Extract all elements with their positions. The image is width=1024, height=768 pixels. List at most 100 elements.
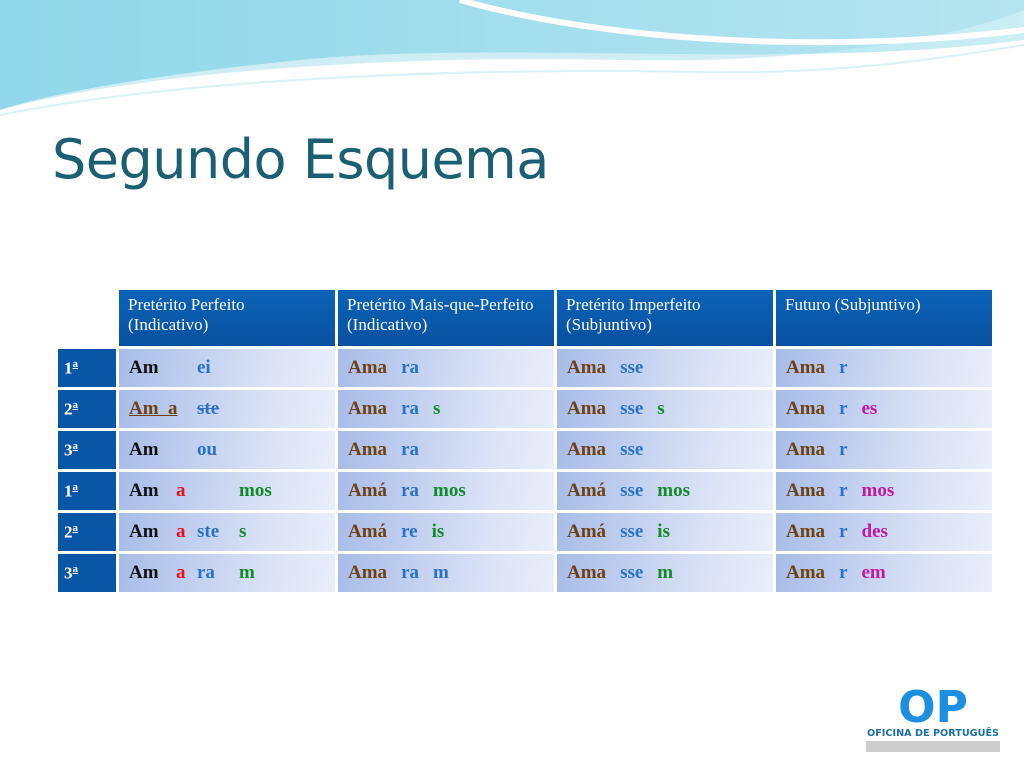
verb-segment: a bbox=[176, 562, 186, 583]
table-row: 3a Am ou Ama ra Ama sse Ama r bbox=[58, 431, 992, 469]
conjugation-cell: Amá sse mos bbox=[557, 472, 773, 510]
verb-segment: sse bbox=[620, 562, 644, 583]
conjugation-cell: Am a ste s bbox=[119, 513, 335, 551]
verb-segment: r bbox=[839, 439, 848, 460]
verb-segment: r bbox=[839, 480, 848, 501]
person-cell: 2a bbox=[58, 513, 116, 551]
verb-segment: sse bbox=[620, 480, 644, 501]
conjugation-cell: Ama r bbox=[776, 431, 992, 469]
verb-segment: Am bbox=[129, 439, 159, 460]
verb-segment: sse bbox=[620, 398, 644, 419]
verb-segment: Amá bbox=[348, 480, 388, 501]
verb-segment: m bbox=[433, 562, 449, 583]
verb-segment: sse bbox=[620, 521, 644, 542]
verb-segment: s bbox=[657, 398, 665, 419]
verb-segment: s bbox=[433, 398, 441, 419]
header-imperfeito-subjuntivo: Pretérito Imperfeito (Subjuntivo) bbox=[557, 290, 773, 346]
verb-segment: Ama bbox=[786, 480, 826, 501]
corner-cell bbox=[58, 290, 116, 346]
verb-segment: a bbox=[176, 480, 186, 501]
table-row: 3a Am a ra m Ama ra m Ama sse m Ama r em bbox=[58, 554, 992, 592]
verb-segment: Am bbox=[129, 562, 159, 583]
verb-segment: Ama bbox=[348, 357, 388, 378]
wave-decoration bbox=[0, 0, 1024, 116]
person-cell: 1a bbox=[58, 349, 116, 387]
verb-segment: Ama bbox=[567, 357, 607, 378]
person-number: 3 bbox=[64, 563, 73, 583]
conjugation-cell: Ama ra s bbox=[338, 390, 554, 428]
conjugation-cell: Ama r mos bbox=[776, 472, 992, 510]
verb-segment: ei bbox=[197, 357, 211, 378]
verb-segment: is bbox=[657, 521, 670, 542]
verb-segment: Ama bbox=[786, 562, 826, 583]
verb-segment: sse bbox=[620, 439, 644, 460]
verb-segment: m bbox=[657, 562, 674, 583]
conjugation-cell: Am ei bbox=[119, 349, 335, 387]
ordinal-mark: a bbox=[72, 480, 79, 493]
conjugation-cell: Ama sse m bbox=[557, 554, 773, 592]
table-row: 2a Am a ste Ama ra s Ama sse s Ama r es bbox=[58, 390, 992, 428]
ordinal-mark: a bbox=[72, 521, 79, 534]
verb-segment: mos bbox=[239, 480, 272, 501]
verb-segment: re bbox=[401, 521, 418, 542]
conjugation-cell: Ama r des bbox=[776, 513, 992, 551]
person-number: 2 bbox=[64, 522, 73, 542]
conjugation-cell: Am a ste bbox=[119, 390, 335, 428]
conjugation-cell: Amá re is bbox=[338, 513, 554, 551]
verb-segment: des bbox=[861, 521, 888, 542]
verb-segment: Ama bbox=[348, 398, 388, 419]
verb-segment: r bbox=[839, 562, 848, 583]
verb-segment: Ama bbox=[786, 398, 826, 419]
verb-segment: r bbox=[839, 398, 848, 419]
verb-segment: Am bbox=[129, 521, 159, 542]
conjugation-table: Pretérito Perfeito (Indicativo) Pretérit… bbox=[55, 287, 995, 595]
verb-segment: Amá bbox=[348, 521, 388, 542]
verb-segment: Am bbox=[129, 357, 159, 378]
conjugation-cell: Am ou bbox=[119, 431, 335, 469]
verb-segment: a bbox=[176, 521, 186, 542]
header-futuro-subjuntivo: Futuro (Subjuntivo) bbox=[776, 290, 992, 346]
table-row: 1a Am ei Ama ra Ama sse Ama r bbox=[58, 349, 992, 387]
verb-segment: Ama bbox=[786, 357, 826, 378]
verb-segment: ra bbox=[401, 562, 419, 583]
conjugation-cell: Ama r es bbox=[776, 390, 992, 428]
verb-segment: es bbox=[861, 398, 878, 419]
person-cell: 3a bbox=[58, 554, 116, 592]
verb-segment: Amá bbox=[567, 480, 607, 501]
conjugation-cell: Ama ra bbox=[338, 349, 554, 387]
verb-segment: ra bbox=[401, 480, 419, 501]
ordinal-mark: a bbox=[72, 398, 79, 411]
verb-segment: ra bbox=[401, 398, 419, 419]
conjugation-cell: Ama sse bbox=[557, 349, 773, 387]
verb-segment: Ama bbox=[786, 439, 826, 460]
verb-segment: ste bbox=[197, 398, 220, 419]
verb-segment: mos bbox=[861, 480, 895, 501]
verb-segment: ou bbox=[197, 439, 218, 460]
logo-shadow bbox=[866, 741, 1000, 752]
header-preterito-perfeito: Pretérito Perfeito (Indicativo) bbox=[119, 290, 335, 346]
verb-segment: em bbox=[861, 562, 886, 583]
verb-segment: Amá bbox=[567, 521, 607, 542]
ordinal-mark: a bbox=[72, 562, 79, 575]
conjugation-cell: Amá sse is bbox=[557, 513, 773, 551]
verb-segment: is bbox=[431, 521, 445, 542]
verb-segment: s bbox=[239, 521, 247, 542]
logo-letters: OP bbox=[898, 684, 968, 733]
verb-segment: Am bbox=[129, 480, 159, 501]
verb-segment: Ama bbox=[348, 562, 388, 583]
conjugation-cell: Am a mos bbox=[119, 472, 335, 510]
conjugation-cell: Amá ra mos bbox=[338, 472, 554, 510]
person-cell: 1a bbox=[58, 472, 116, 510]
verb-segment: sse bbox=[620, 357, 644, 378]
table-row: 1a Am a mos Amá ra mos Amá sse mos Ama r mos bbox=[58, 472, 992, 510]
verb-segment: Ama bbox=[348, 439, 388, 460]
ordinal-mark: a bbox=[72, 357, 79, 370]
slide-title: Segundo Esquema bbox=[52, 128, 549, 191]
conjugation-cell: Ama ra bbox=[338, 431, 554, 469]
conjugation-cell: Ama sse bbox=[557, 431, 773, 469]
table-row: 2a Am a ste s Amá re is Amá sse is Ama r des bbox=[58, 513, 992, 551]
verb-segment: Ama bbox=[567, 398, 607, 419]
person-number: 3 bbox=[64, 440, 73, 460]
